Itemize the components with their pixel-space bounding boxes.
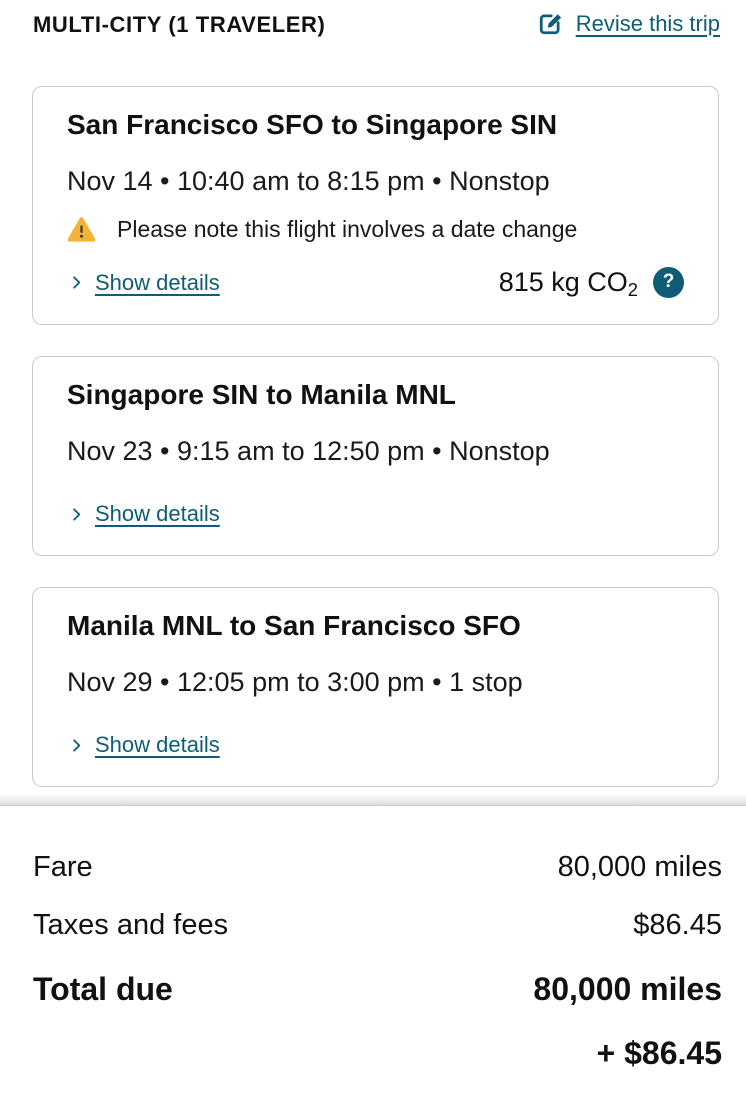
co2-help-button[interactable]: ? — [653, 267, 684, 298]
show-details-link[interactable]: Show details — [67, 270, 220, 296]
segment-schedule: Nov 14 • 10:40 am to 8:15 pm • Nonstop — [67, 166, 550, 196]
flight-segment-card-2: Singapore SIN to Manila MNL Nov 23 • 9:1… — [32, 356, 719, 556]
co2-subscript: 2 — [627, 279, 638, 301]
show-details-label: Show details — [95, 269, 220, 295]
section-divider — [0, 793, 746, 806]
chevron-right-icon — [67, 273, 86, 292]
show-details-label: Show details — [95, 732, 220, 757]
alert-triangle-icon — [67, 216, 96, 243]
segment-route: Singapore SIN to Manila MNL — [67, 379, 456, 410]
taxes-value: $86.45 — [633, 909, 722, 941]
chevron-right-icon — [67, 736, 86, 755]
page-title: MULTI-CITY (1 TRAVELER) — [33, 12, 326, 37]
total-due-miles: 80,000 miles — [533, 971, 722, 1007]
trip-summary-header: MULTI-CITY (1 TRAVELER) Revise this trip — [0, 0, 746, 39]
co2-emissions: 815 kg CO2 ? — [498, 267, 684, 301]
fare-label: Fare — [33, 851, 93, 883]
total-due-cash: + $86.45 — [596, 1035, 722, 1071]
pencil-square-icon — [535, 9, 565, 39]
segment-card-list: San Francisco SFO to Singapore SIN Nov 1… — [0, 86, 746, 787]
show-details-link[interactable]: Show details — [67, 501, 220, 527]
fare-row: Fare 80,000 miles — [33, 850, 722, 884]
fare-value: 80,000 miles — [557, 851, 722, 883]
co2-amount: 815 kg CO2 — [498, 267, 638, 301]
revise-this-trip-label: Revise this trip — [575, 11, 720, 36]
segment-footer-row: Show details — [67, 499, 684, 529]
segment-route: San Francisco SFO to Singapore SIN — [67, 109, 558, 140]
segment-footer-row: Show details 815 kg CO2 ? — [67, 267, 684, 301]
segment-route: Manila MNL to San Francisco SFO — [67, 610, 521, 641]
revise-this-trip-link[interactable]: Revise this trip — [535, 9, 720, 39]
total-due-label: Total due — [33, 971, 173, 1007]
fare-summary: Fare 80,000 miles Taxes and fees $86.45 … — [0, 806, 746, 1072]
segment-schedule: Nov 23 • 9:15 am to 12:50 pm • Nonstop — [67, 436, 550, 466]
taxes-label: Taxes and fees — [33, 909, 229, 941]
flight-segment-card-3: Manila MNL to San Francisco SFO Nov 29 •… — [32, 587, 719, 787]
segment-footer-row: Show details — [67, 730, 684, 760]
show-details-link[interactable]: Show details — [67, 732, 220, 758]
chevron-right-icon — [67, 505, 86, 524]
total-due-row: Total due 80,000 miles — [33, 970, 722, 1008]
warning-text: Please note this flight involves a date … — [117, 215, 578, 242]
date-change-warning: Please note this flight involves a date … — [67, 215, 684, 243]
show-details-label: Show details — [95, 501, 220, 526]
taxes-row: Taxes and fees $86.45 — [33, 908, 722, 942]
flight-segment-card-1: San Francisco SFO to Singapore SIN Nov 1… — [32, 86, 719, 325]
segment-schedule: Nov 29 • 12:05 pm to 3:00 pm • 1 stop — [67, 667, 523, 697]
